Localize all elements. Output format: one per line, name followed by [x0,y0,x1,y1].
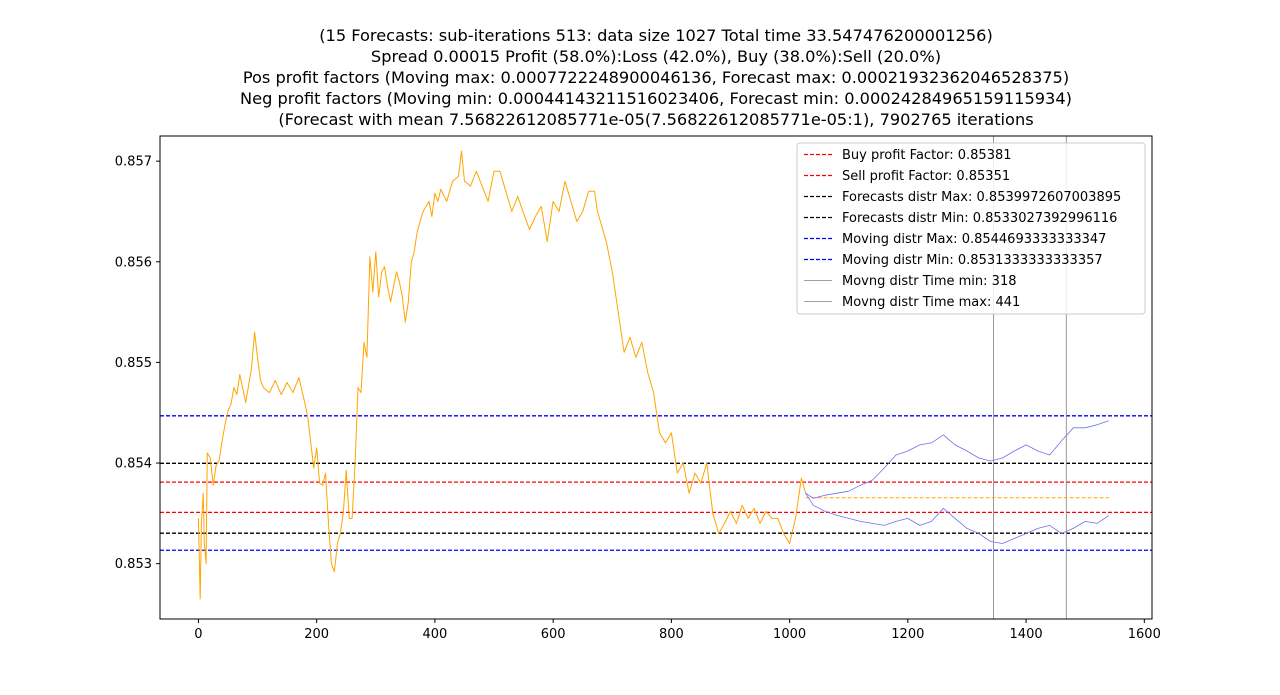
y-tick-label-0: 0.853 [115,557,152,572]
legend-label-1: Sell profit Factor: 0.85351 [842,169,1010,184]
series-line-0 [197,150,807,600]
x-tick-label-2: 400 [422,627,447,642]
legend-box [796,142,1146,315]
y-tick-label-4: 0.857 [115,155,152,170]
series-line-2 [805,492,1110,544]
legend-label-5: Moving distr Min: 0.8531333333333357 [842,253,1103,268]
y-tick-label-1: 0.854 [115,457,152,472]
title-line-1: (15 Forecasts: sub-iterations 513: data … [319,26,993,45]
x-tick-label-0: 0 [194,627,202,642]
x-tick-label-3: 600 [541,627,566,642]
legend-label-3: Forecasts distr Min: 0.8533027392996116 [842,211,1117,226]
y-tick-label-2: 0.855 [115,356,152,371]
legend-label-6: Movng distr Time min: 318 [842,274,1016,289]
legend-label-0: Buy profit Factor: 0.85381 [842,148,1012,163]
x-tick-label-6: 1200 [891,627,924,642]
legend-label-7: Movng distr Time max: 441 [842,295,1020,310]
legend-label-4: Moving distr Max: 0.8544693333333347 [842,232,1106,247]
chart-title: (15 Forecasts: sub-iterations 513: data … [0,26,1280,131]
legend: Buy profit Factor: 0.85381 Sell profit Fa… [796,142,1146,315]
axes: 0 200 400 600 800 1000 1200 1400 1600 0.853 0.854 0… [115,135,1161,642]
x-tick-label-8: 1600 [1128,627,1161,642]
x-tick-label-5: 1000 [773,627,806,642]
title-line-2: Spread 0.00015 Profit (58.0%):Loss (42.0… [370,46,942,66]
title-line-3: Pos profit factors (Moving max: 0.000772… [242,67,1070,87]
title-line-5: (Forecast with mean 7.56822612085771e-05… [278,109,1034,129]
x-tick-label-4: 800 [659,627,684,642]
y-tick-label-3: 0.856 [115,255,152,270]
x-tick-label-1: 200 [304,627,329,642]
series-line-1 [805,420,1109,499]
axes-frame [159,135,1153,620]
title-line-4: Neg profit factors (Moving min: 0.000441… [240,88,1072,108]
legend-label-2: Forecasts distr Max: 0.8539972607003895 [842,190,1121,205]
x-tick-label-7: 1400 [1010,627,1043,642]
